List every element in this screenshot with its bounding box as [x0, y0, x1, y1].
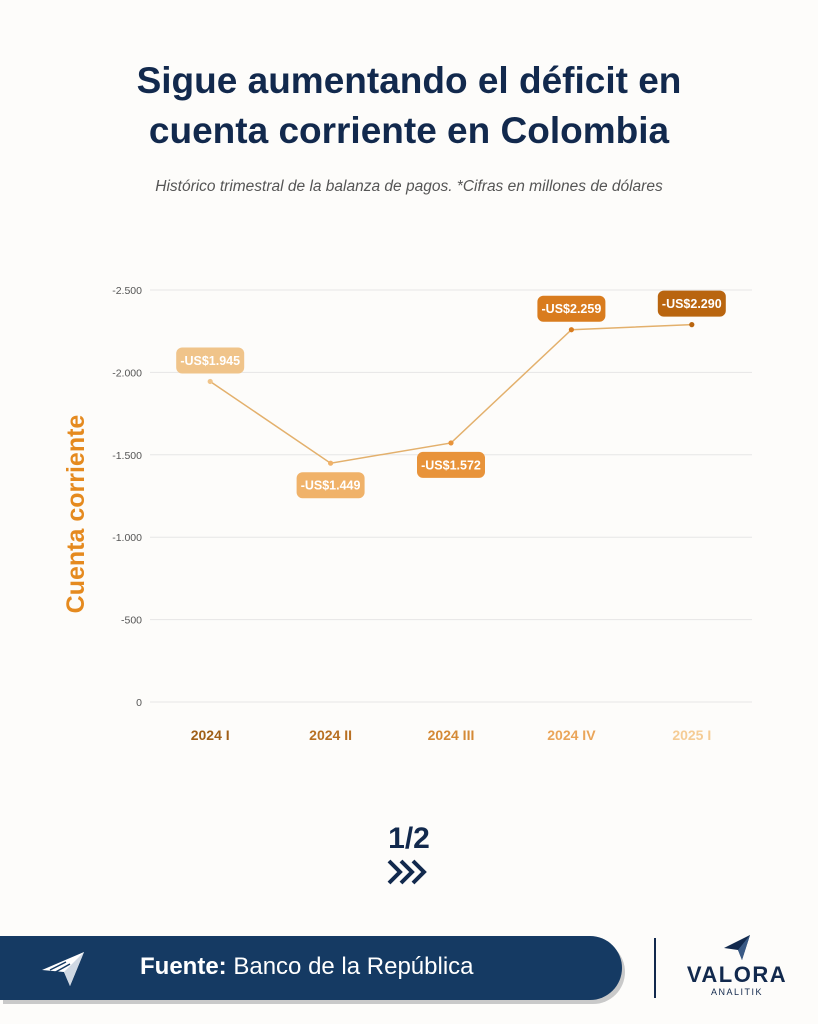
- y-tick-label: -500: [121, 615, 142, 627]
- valora-logo-icon: [42, 952, 84, 986]
- title-line-2: cuenta corriente en Colombia: [148, 110, 670, 151]
- y-tick-label: -2.500: [112, 285, 142, 297]
- brand-name: VALORA: [686, 962, 788, 987]
- y-tick-label: -2.000: [112, 367, 142, 379]
- data-point: [448, 440, 454, 446]
- page-indicator: 1/2: [383, 822, 435, 886]
- x-tick-label: 2024 I: [191, 727, 230, 743]
- next-arrows-icon[interactable]: [383, 858, 435, 886]
- data-point: [207, 378, 213, 385]
- y-axis-title-group: Cuenta corriente: [62, 415, 90, 614]
- data-label-box: [417, 451, 485, 478]
- title-line-1: Sigue aumentando el déficit en: [136, 60, 682, 101]
- data-label-box: [176, 347, 245, 374]
- data-label-text: -US$1.945: [180, 354, 240, 368]
- y-tick-labels: 0 -500 -1.000 -1.500 -2.000 -2.500: [112, 285, 142, 709]
- x-tick-labels: 2024 I 2024 II 2024 III 2024 IV 2025 I: [191, 727, 712, 743]
- data-label: -US$1.449: [296, 472, 365, 499]
- data-label: -US$1.945: [176, 347, 245, 374]
- y-tick-label: -1.500: [112, 450, 142, 462]
- data-point: [328, 460, 334, 466]
- data-label: -US$1.572: [417, 451, 485, 478]
- data-label: -US$2.259: [537, 295, 606, 322]
- x-tick-label: 2024 IV: [547, 727, 596, 743]
- data-label-text: -US$2.259: [542, 302, 602, 316]
- footer-divider: [654, 938, 656, 998]
- data-label-box: [657, 290, 726, 317]
- x-tick-label: 2024 III: [428, 727, 475, 743]
- y-tick-label: 0: [136, 697, 142, 709]
- y-tick-label: -1.000: [112, 532, 142, 544]
- x-tick-label: 2025 I: [672, 727, 711, 743]
- data-label-text: -US$1.449: [301, 479, 361, 493]
- data-label-text: -US$1.572: [421, 458, 481, 472]
- page-counter: 1/2: [388, 822, 430, 855]
- x-tick-label: 2024 II: [309, 727, 352, 743]
- data-point: [689, 322, 695, 328]
- source-value: Banco de la República: [233, 953, 474, 980]
- data-label-box: [537, 295, 606, 322]
- source-footer: Fuente: Banco de la República: [0, 936, 622, 1000]
- data-point: [568, 327, 575, 333]
- current-account-line-chart: 0 -500 -1.000 -1.500 -2.000 -2.500 Cuenta cor…: [62, 285, 752, 743]
- source-text: Fuente: Banco de la República: [140, 953, 474, 981]
- grid-lines: [150, 289, 752, 703]
- source-label: Fuente:: [140, 953, 227, 980]
- brand-logo: VALORA ANALITIK: [672, 932, 802, 997]
- data-labels: -US$1.945 -US$1.449 -US$1.572 -US$2.259 -US$…: [176, 290, 726, 499]
- y-axis-title: Cuenta corriente: [62, 415, 90, 614]
- data-label-text: -US$2.290: [662, 297, 722, 311]
- data-points: [207, 322, 695, 466]
- valora-brand-icon: [724, 935, 750, 960]
- data-label: -US$2.290: [657, 290, 726, 317]
- page-subtitle: Histórico trimestral de la balanza de pa…: [155, 178, 663, 195]
- page-title: Sigue aumentando el déficit en cuenta co…: [0, 56, 818, 156]
- data-label-box: [296, 472, 365, 499]
- brand-subtitle: ANALITIK: [710, 987, 763, 997]
